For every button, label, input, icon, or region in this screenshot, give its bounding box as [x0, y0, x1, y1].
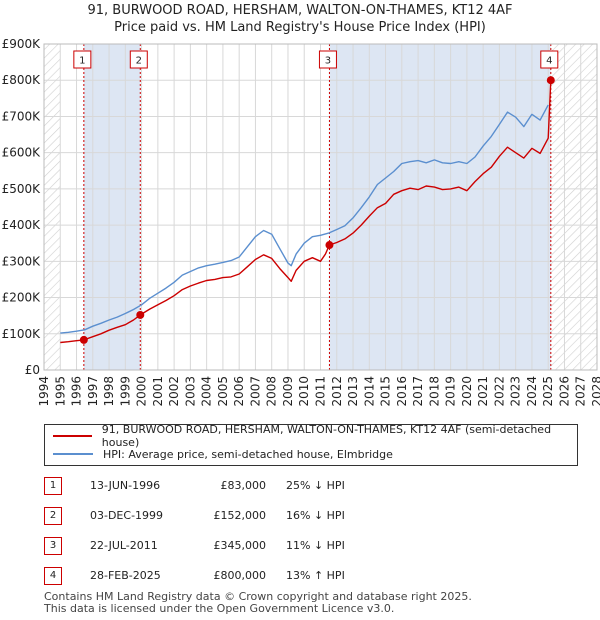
transaction-price: £83,000: [220, 479, 267, 492]
transaction-marker-box: [318, 50, 337, 69]
x-tick-label: 2025: [541, 376, 555, 407]
transaction-hpi-diff: 16% ↓ HPI: [286, 509, 345, 522]
legend-item-property: 91, BURWOOD ROAD, HERSHAM, WALTON-ON-THA…: [53, 423, 577, 449]
x-tick-label: 2020: [460, 376, 474, 407]
x-tick-label: 2023: [509, 376, 523, 407]
y-tick-label: £900K: [2, 37, 42, 51]
transaction-point: [325, 241, 334, 250]
chart-title: 91, BURWOOD ROAD, HERSHAM, WALTON-ON-THA…: [87, 3, 513, 18]
transaction-date: 22-JUL-2011: [90, 539, 158, 552]
hpi-series-line: [60, 104, 549, 334]
x-tick-label: 2003: [183, 376, 197, 407]
transaction-marker-label: 3: [325, 56, 331, 67]
transaction-marker-label: 2: [136, 56, 142, 67]
x-tick-label: 2027: [574, 376, 588, 407]
transaction-marker-label: 1: [79, 56, 85, 67]
x-tick-label: 2000: [135, 376, 149, 407]
transaction-hpi-diff: 13% ↑ HPI: [286, 569, 345, 582]
x-tick-label: 1996: [70, 376, 84, 407]
transaction-point: [79, 335, 88, 344]
price-chart: 1 2 3 4 £0 £100K £200K £300K £400K £500K £600K £70…: [2, 37, 600, 407]
y-tick-label: £600K: [2, 146, 42, 160]
x-tick-label: 1994: [37, 376, 51, 407]
y-tick-label: £200K: [2, 291, 42, 305]
x-tick-label: 2022: [492, 376, 506, 407]
no-data-hatch: [550, 44, 597, 370]
transaction-number: 1: [44, 477, 62, 495]
x-tick-label: 1997: [86, 376, 100, 407]
y-tick-label: £0: [25, 363, 40, 377]
transaction-price: £152,000: [213, 509, 267, 522]
x-tick-label: 2018: [427, 376, 441, 407]
x-tick-label: 2013: [346, 376, 360, 407]
x-tick-label: 2024: [525, 376, 539, 407]
y-tick-label: £800K: [2, 73, 42, 87]
x-tick-label: 2001: [151, 376, 165, 407]
transaction-hpi-diff: 25% ↓ HPI: [286, 479, 345, 492]
x-tick-label: 2015: [379, 376, 393, 407]
legend-label-hpi: HPI: Average price, semi-detached house,…: [103, 447, 393, 461]
x-tick-label: 2007: [248, 376, 262, 407]
transaction-marker-box: [73, 50, 92, 69]
transaction-date: 13-JUN-1996: [90, 479, 161, 492]
x-tick-label: 2009: [281, 376, 295, 407]
chart-subtitle: Price paid vs. HM Land Registry's House …: [114, 20, 486, 35]
transaction-point: [546, 76, 555, 85]
footer-copyright: Contains HM Land Registry data © Crown c…: [44, 590, 472, 603]
y-tick-label: £500K: [2, 182, 42, 196]
property-series-line: [60, 80, 552, 344]
x-tick-label: 2016: [395, 376, 409, 407]
x-tick-label: 1998: [102, 376, 116, 407]
no-data-hatch: [44, 44, 61, 370]
x-tick-label: 2026: [557, 376, 571, 407]
y-tick-label: £400K: [2, 218, 42, 232]
y-tick-label: £100K: [2, 327, 42, 341]
x-tick-label: 2005: [216, 376, 230, 407]
plot-border: [43, 43, 598, 371]
x-tick-label: 2017: [411, 376, 425, 407]
transaction-date: 03-DEC-1999: [90, 509, 164, 522]
x-tick-label: 2004: [200, 376, 214, 407]
transaction-marker-box: [540, 50, 559, 69]
transaction-price: £345,000: [213, 539, 267, 552]
x-tick-label: 2006: [232, 376, 246, 407]
x-tick-label: 2010: [297, 376, 311, 407]
transaction-number: 3: [44, 537, 62, 555]
ownership-shade: [329, 44, 551, 370]
transaction-date: 28-FEB-2025: [90, 569, 161, 582]
x-tick-label: 2008: [265, 376, 279, 407]
x-tick-label: 2021: [476, 376, 490, 407]
y-tick-label: £700K: [2, 109, 42, 123]
transaction-price: £800,000: [213, 569, 267, 582]
transaction-number: 4: [44, 567, 62, 585]
transaction-point: [136, 310, 145, 319]
x-tick-label: 2002: [167, 376, 181, 407]
x-tick-label: 2012: [330, 376, 344, 407]
footer-license: This data is licensed under the Open Gov…: [44, 602, 395, 615]
transaction-hpi-diff: 11% ↓ HPI: [286, 539, 345, 552]
x-tick-label: 1999: [118, 376, 132, 407]
transaction-marker-label: 4: [546, 56, 552, 67]
x-tick-label: 2028: [590, 376, 600, 407]
x-tick-label: 1995: [53, 376, 67, 407]
legend-label-property: 91, BURWOOD ROAD, HERSHAM, WALTON-ON-THA…: [101, 423, 552, 449]
legend-line-property: [53, 435, 92, 437]
transaction-number: 2: [44, 507, 62, 525]
legend-line-hpi: [53, 453, 93, 455]
x-tick-label: 2019: [444, 376, 458, 407]
x-tick-label: 2014: [362, 376, 376, 407]
legend: 91, BURWOOD ROAD, HERSHAM, WALTON-ON-THA…: [44, 423, 578, 466]
transaction-marker-box: [129, 50, 148, 69]
x-tick-label: 2011: [314, 376, 328, 407]
y-tick-label: £300K: [2, 254, 42, 268]
legend-item-hpi: HPI: Average price, semi-detached house,…: [53, 446, 393, 462]
